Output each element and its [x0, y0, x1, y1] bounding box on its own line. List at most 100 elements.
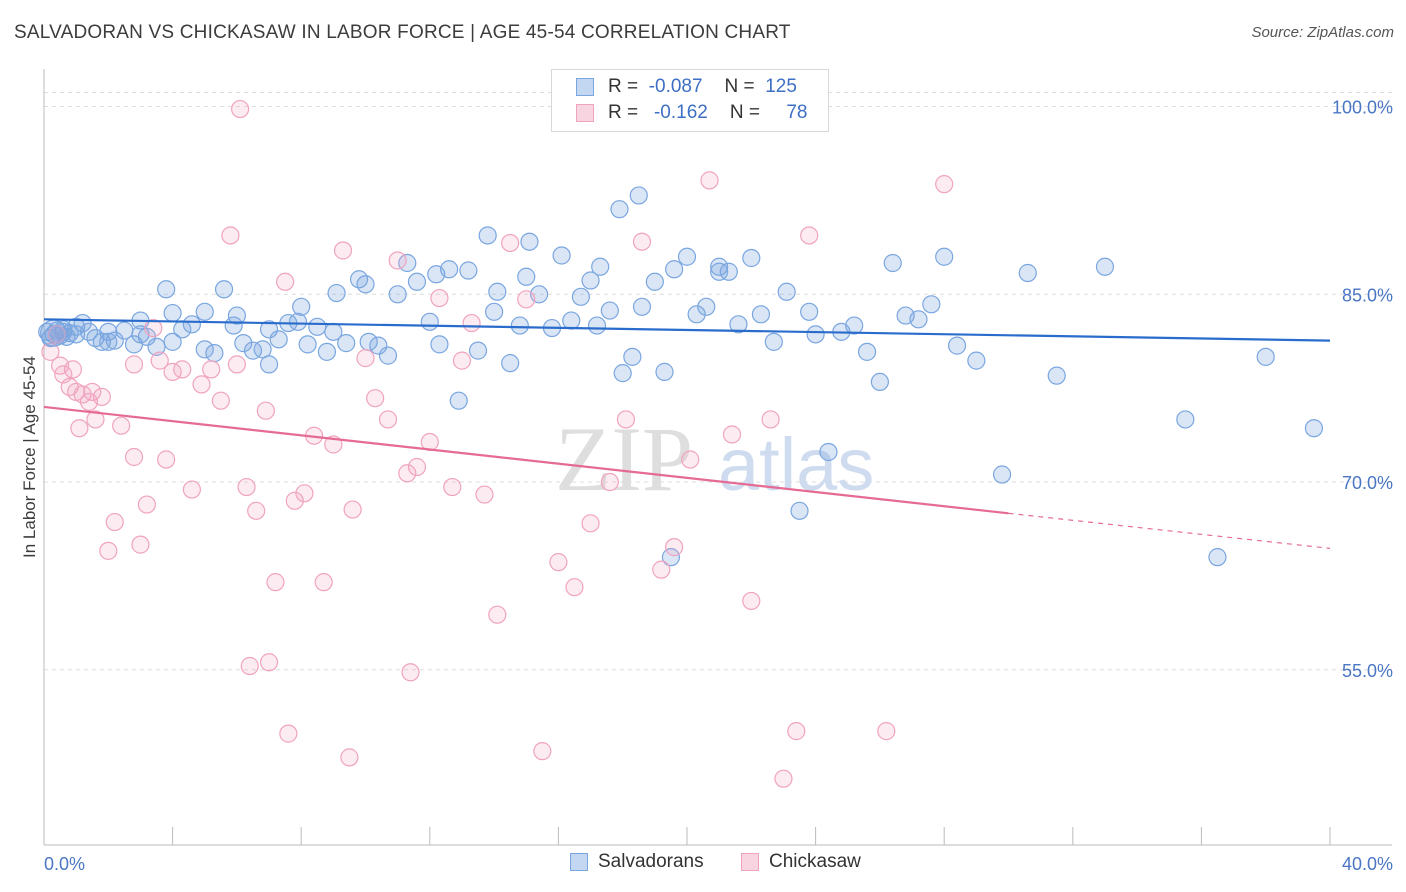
stats-legend: R = -0.087 N = 125 R = -0.162 N = 78 [551, 69, 829, 132]
chickasaw-point [581, 514, 600, 533]
salvadorans-point [105, 331, 124, 350]
chickasaw-point [41, 342, 60, 361]
chickasaw-point [202, 360, 221, 379]
r-value: -0.162 [653, 102, 708, 123]
salvadorans-point [1018, 263, 1037, 283]
chickasaw-point [632, 232, 652, 251]
salvadorans-point [288, 312, 308, 331]
y-tick-label: 100.0% [1332, 98, 1393, 118]
salvadorans-point [909, 310, 928, 329]
chickasaw-point [192, 375, 211, 394]
chickasaw-point [112, 416, 131, 435]
chickasaw-point [137, 495, 156, 514]
legend-row-chickasaw: R = -0.162 N = 78 [576, 101, 807, 125]
salvadorans-legend-swatch [570, 853, 588, 871]
salvadorans-point [324, 322, 343, 341]
chickasaw-point [488, 605, 507, 624]
salvadorans-point [697, 297, 716, 316]
chickasaw-trend-extension [1008, 512, 1331, 549]
salvadorans-point [327, 283, 346, 303]
salvadorans-legend-label: Salvadorans [598, 851, 704, 872]
chickasaw-point [501, 233, 520, 253]
salvadorans-point [182, 315, 201, 334]
salvadorans-point [613, 364, 632, 383]
salvadorans-point [517, 267, 536, 286]
salvadorans-point [992, 465, 1012, 484]
salvadorans-point [1304, 419, 1324, 438]
salvadorans-point [163, 332, 182, 351]
salvadorans-point [1047, 366, 1066, 385]
salvadorans-point-cluster [40, 319, 68, 347]
chickasaw-point [295, 484, 314, 503]
salvadorans-point [449, 391, 468, 410]
chickasaw-point [722, 425, 742, 444]
salvadorans-point [710, 262, 729, 281]
salvadorans-point [935, 247, 954, 266]
chickasaw-point [388, 251, 407, 270]
chickasaw-point [761, 410, 780, 429]
salvadorans-point [308, 317, 327, 336]
chickasaw-point [86, 410, 105, 429]
chickasaw-point [182, 480, 201, 499]
chickasaw-point [240, 656, 259, 676]
chickasaw-point [452, 351, 472, 370]
y-tick-label: 55.0% [1342, 661, 1393, 681]
salvadorans-point [163, 303, 182, 323]
salvadorans-point [337, 334, 356, 353]
salvadorans-point [407, 272, 427, 291]
salvadorans-point [298, 335, 317, 354]
chickasaw-point [63, 360, 83, 379]
salvadorans-point [1095, 257, 1115, 276]
chickasaw-trend-line [43, 405, 1009, 515]
salvadorans-point [92, 332, 111, 351]
salvadorans-point [292, 297, 311, 316]
salvadorans-point [870, 372, 890, 392]
chickasaw-point [83, 382, 102, 402]
salvadorans-point [587, 316, 607, 335]
salvadorans-point [623, 347, 642, 366]
chickasaw-point [314, 573, 333, 592]
salvadorans-point [459, 261, 478, 280]
chickasaw-point [600, 472, 619, 492]
r-label: R = [608, 76, 639, 97]
chickasaw-legend-label: Chickasaw [769, 851, 861, 872]
salvadorans-point [632, 297, 652, 316]
salvadorans-point [214, 280, 234, 299]
chickasaw-swatch [576, 104, 594, 122]
chickasaw-point [378, 410, 398, 429]
salvadorans-point [356, 275, 375, 294]
chickasaw-point [70, 419, 89, 438]
chickasaw-point [343, 500, 362, 519]
chickasaw-point [231, 99, 250, 119]
watermark: ZIP atlas [555, 408, 874, 510]
chickasaw-legend-swatch [741, 853, 759, 871]
salvadorans-point [99, 332, 118, 351]
salvadorans-point [655, 362, 674, 381]
chickasaw-point [131, 535, 150, 554]
salvadorans-point [243, 341, 263, 360]
chickasaw-point [565, 578, 584, 597]
salvadorans-point [253, 340, 272, 359]
salvadorans-point [883, 253, 902, 273]
chickasaw-point [221, 226, 240, 245]
chickasaw-point [681, 450, 700, 469]
chickasaw-point [935, 175, 954, 194]
tick-labels: 55.0% 70.0% 85.0% 100.0% 0.0% 40.0% In Labor F… [20, 98, 1393, 874]
chickasaw-point [665, 538, 684, 557]
y-axis-title: In Labor Force | Age 45-54 [20, 356, 39, 558]
y-tick-label: 70.0% [1342, 473, 1393, 493]
chickasaw-point [237, 477, 256, 497]
salvadorans-point [427, 265, 446, 284]
salvadorans-point [600, 301, 619, 320]
n-label: N = [729, 102, 760, 123]
chickasaw-point [517, 290, 536, 309]
salvadorans-point [710, 257, 729, 276]
axes [43, 69, 1392, 846]
salvadorans-point [317, 342, 337, 361]
chickasaw-point [443, 477, 462, 497]
chickasaw-point [549, 553, 568, 572]
salvadorans-point [571, 287, 591, 306]
salvadorans-point [581, 271, 600, 290]
chickasaw-point [340, 748, 359, 767]
chickasaw-point [800, 226, 819, 245]
